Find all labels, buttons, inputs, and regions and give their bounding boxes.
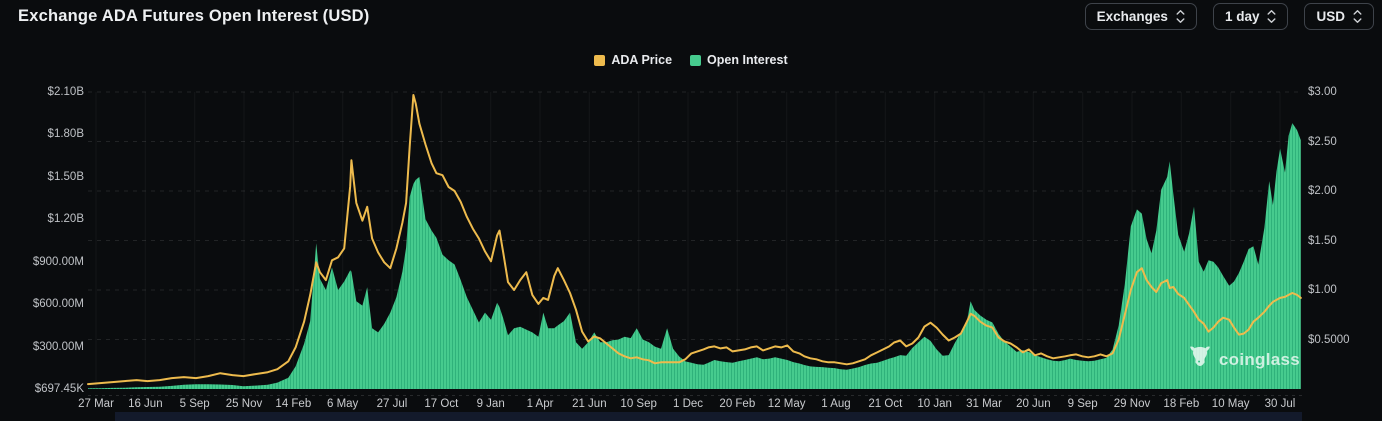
currency-dropdown-label: USD — [1316, 8, 1345, 24]
interval-dropdown-label: 1 day — [1224, 8, 1260, 24]
legend-label: Open Interest — [707, 53, 788, 67]
datazoom-strip[interactable] — [115, 412, 1302, 421]
ada-price-swatch-icon — [594, 54, 606, 66]
legend-item-open-interest[interactable]: Open Interest — [690, 53, 788, 67]
legend-item-ada-price[interactable]: ADA Price — [594, 53, 672, 67]
chevron-up-down-icon — [1176, 9, 1185, 24]
exchanges-dropdown-label: Exchanges — [1096, 8, 1168, 24]
currency-dropdown[interactable]: USD — [1304, 3, 1374, 30]
open-interest-swatch-icon — [690, 54, 702, 66]
chart-legend: ADA Price Open Interest — [0, 53, 1382, 67]
open-interest-area-series — [88, 123, 1301, 389]
chevron-up-down-icon — [1353, 9, 1362, 24]
chevron-up-down-icon — [1267, 9, 1276, 24]
interval-dropdown[interactable]: 1 day — [1212, 3, 1289, 30]
exchanges-dropdown[interactable]: Exchanges — [1084, 3, 1197, 30]
legend-label: ADA Price — [611, 53, 673, 67]
ada-price-line-series — [87, 94, 1302, 386]
chart-controls: Exchanges 1 day USD — [1084, 3, 1374, 30]
page-title: Exchange ADA Futures Open Interest (USD) — [18, 7, 370, 25]
